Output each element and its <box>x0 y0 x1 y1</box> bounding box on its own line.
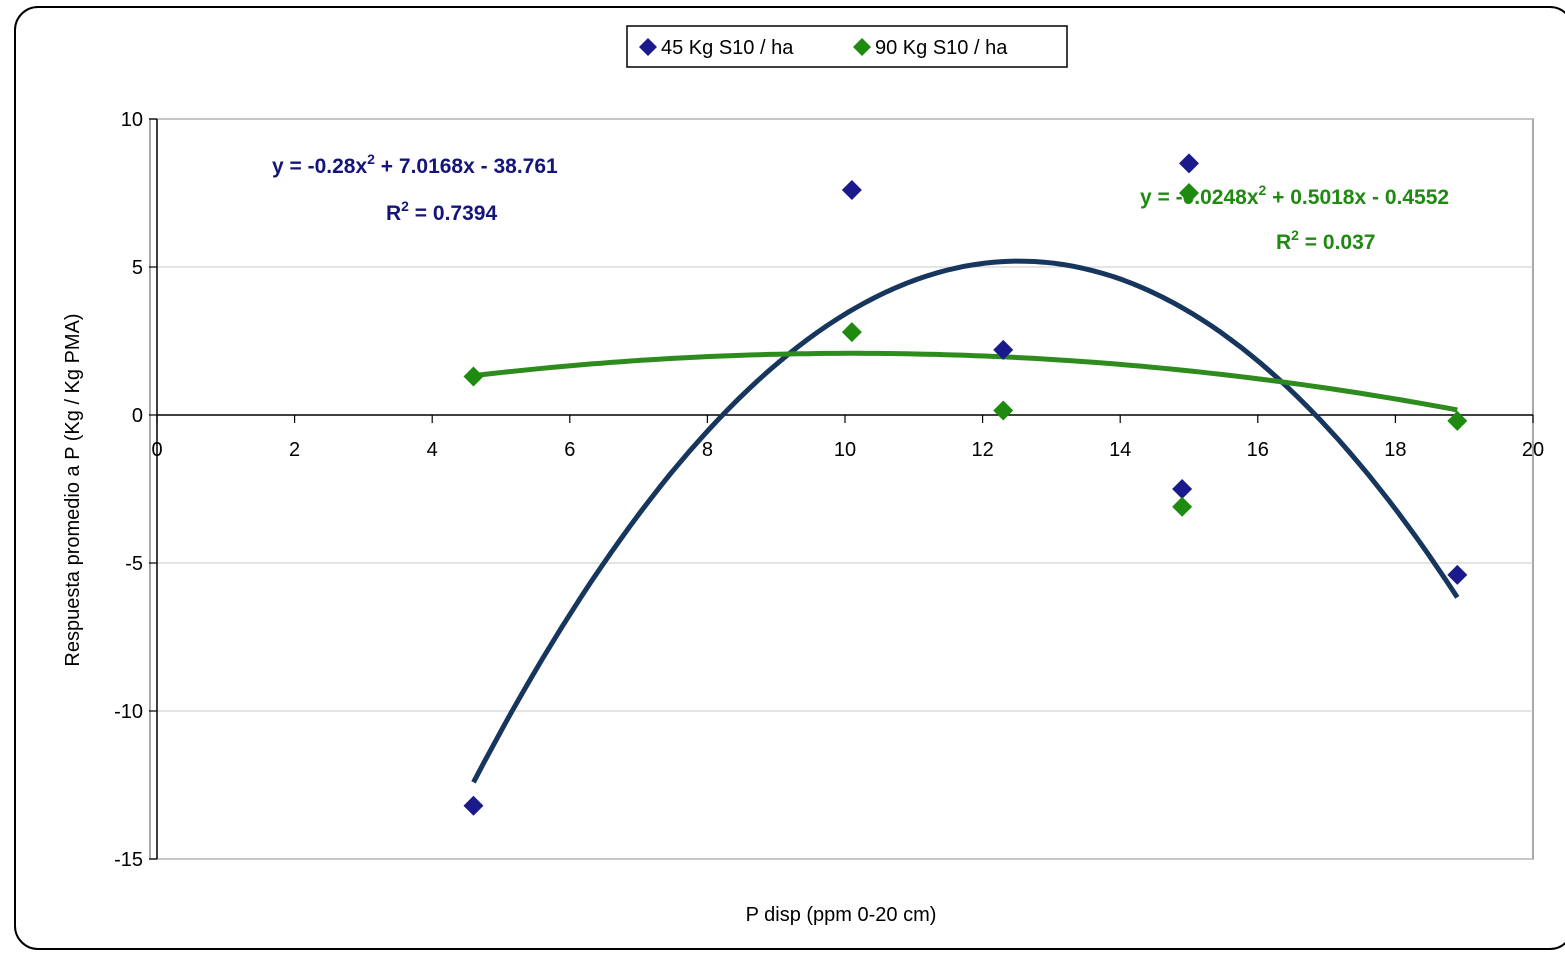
data-point-series-2 <box>1179 183 1199 203</box>
data-point-series-2 <box>1172 496 1193 517</box>
x-tick-label: 2 <box>289 439 300 461</box>
y-tick-label: 10 <box>121 109 143 131</box>
trendlines <box>471 258 1460 784</box>
x-axis-title: P disp (ppm 0-20 cm) <box>746 904 937 926</box>
data-point-series-1 <box>1172 479 1193 499</box>
data-points <box>463 153 1468 816</box>
y-tick-label: 5 <box>132 257 143 279</box>
data-point-series-2 <box>463 366 484 387</box>
x-tick-label: 16 <box>1247 439 1269 461</box>
r2-series-2: R2 = 0.037 <box>1276 227 1375 254</box>
trendline-series-2 <box>473 350 1458 413</box>
x-tick-label: 20 <box>1522 439 1544 461</box>
x-tick-label: 0 <box>151 439 162 461</box>
legend-label-series-1: 45 Kg S10 / ha <box>661 37 794 59</box>
y-tick-label: -5 <box>125 553 143 575</box>
data-point-series-1 <box>993 339 1014 360</box>
x-tick-label: 12 <box>971 439 993 461</box>
legend-marker-series-2 <box>853 38 871 56</box>
r2-series-1: R2 = 0.7394 <box>386 198 497 225</box>
equation-series-1: y = -0.28x2 + 7.0168x - 38.761 <box>272 151 558 178</box>
data-point-series-1 <box>463 795 484 816</box>
y-tick-label: -10 <box>114 701 143 723</box>
x-tick-label: 8 <box>702 439 713 461</box>
legend: 45 Kg S10 / ha 90 Kg S10 / ha <box>626 25 1068 68</box>
data-point-series-2 <box>993 400 1014 421</box>
data-point-series-2 <box>841 322 862 343</box>
y-tick-label: -15 <box>114 849 143 871</box>
legend-marker-series-1 <box>639 38 657 56</box>
x-tick-label: 18 <box>1384 439 1406 461</box>
y-axis-title: Respuesta promedio a P (Kg / Kg PMA) <box>62 313 84 666</box>
x-tick-label: 10 <box>834 439 856 461</box>
axes: 10 5 0 -5 -10 -15 0 2 4 6 8 10 12 14 16 18 20 <box>114 109 1544 871</box>
trendline-series-1 <box>471 258 1460 784</box>
x-tick-label: 14 <box>1109 439 1131 461</box>
x-tick-label: 6 <box>564 439 575 461</box>
data-point-series-1 <box>1447 564 1468 585</box>
legend-label-series-2: 90 Kg S10 / ha <box>875 37 1008 59</box>
data-point-series-1 <box>841 180 862 201</box>
equation-series-2: y = -0.0248x2 + 0.5018x - 0.4552 <box>1140 182 1449 209</box>
y-tick-label: 0 <box>132 405 143 427</box>
legend-box <box>626 25 1068 68</box>
grid-lines <box>157 118 1533 860</box>
x-tick-label: 4 <box>427 439 438 461</box>
data-point-series-2 <box>1447 410 1468 431</box>
data-point-series-1 <box>1179 153 1199 174</box>
plot-area <box>149 118 1534 860</box>
